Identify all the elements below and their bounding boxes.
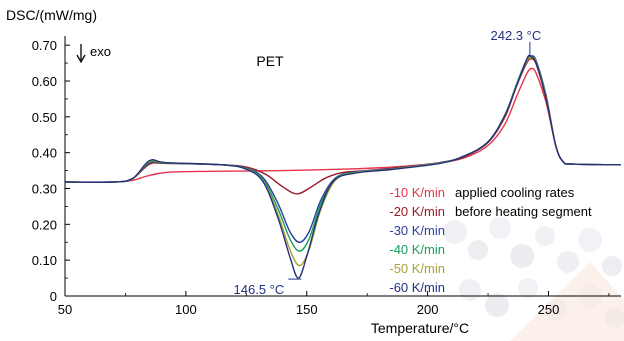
annotations: 242.3 °C 146.5 °C bbox=[234, 28, 542, 297]
chart-title: PET bbox=[256, 53, 284, 69]
legend-note-line-1: applied cooling rates bbox=[455, 185, 575, 200]
x-tick-label: 50 bbox=[58, 302, 72, 317]
legend-note-line-2: before heating segment bbox=[455, 204, 592, 219]
legend-entry: -10 K/min bbox=[389, 185, 445, 200]
y-tick-label: 0.70 bbox=[32, 38, 57, 53]
y-tick-label: 0.50 bbox=[32, 110, 57, 125]
series-line bbox=[64, 55, 622, 252]
x-tick-label: 150 bbox=[296, 302, 318, 317]
x-tick-label: 250 bbox=[538, 302, 560, 317]
legend-entry: -20 K/min bbox=[389, 204, 445, 219]
y-tick-label: 0.40 bbox=[32, 146, 57, 161]
annotation-label: 146.5 °C bbox=[234, 282, 285, 297]
exo-arrow-head-icon bbox=[76, 54, 86, 64]
series-line bbox=[64, 54, 622, 279]
legend-note: applied cooling rates before heating seg… bbox=[455, 185, 592, 219]
annotation-label: 242.3 °C bbox=[490, 28, 541, 43]
legend-entry: -40 K/min bbox=[389, 242, 445, 257]
series-lines bbox=[64, 54, 622, 279]
exo-indicator: exo bbox=[76, 44, 111, 64]
legend-entry: -30 K/min bbox=[389, 223, 445, 238]
y-tick-label: 0.20 bbox=[32, 217, 57, 232]
x-tick-label: 200 bbox=[417, 302, 439, 317]
legend: -10 K/min -20 K/min -30 K/min -40 K/min -50 … bbox=[389, 185, 445, 295]
axes: 0 0.10 0.20 0.30 0.40 0.50 0.60 0.70 50 100 150 200… bbox=[32, 36, 621, 317]
y-tick-label: 0.10 bbox=[32, 253, 57, 268]
legend-entry: -60 K/min bbox=[389, 280, 445, 295]
x-axis-label: Temperature/°C bbox=[371, 320, 469, 336]
x-tick-label: 100 bbox=[175, 302, 197, 317]
background-decoration bbox=[443, 217, 624, 341]
y-tick-label: 0.60 bbox=[32, 74, 57, 89]
exo-label: exo bbox=[90, 44, 111, 59]
legend-entry: -50 K/min bbox=[389, 261, 445, 276]
y-axis-label: DSC/(mW/mg) bbox=[6, 7, 97, 23]
y-tick-label: 0.30 bbox=[32, 182, 57, 197]
y-tick-label: 0 bbox=[50, 289, 57, 304]
